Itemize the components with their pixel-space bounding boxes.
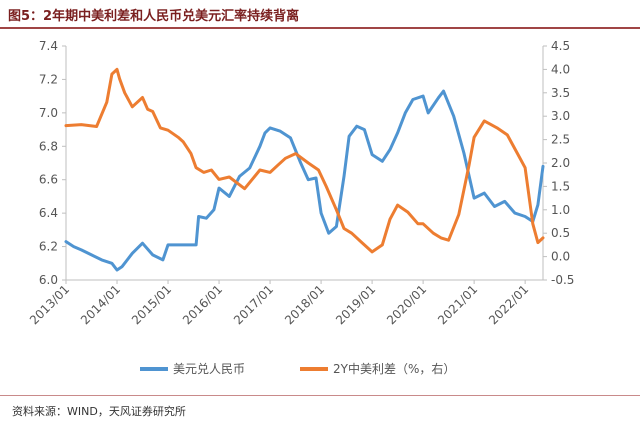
x-axis: 2013/01 2014/01 2015/01 2016/01 2017/01 2018/… [27, 280, 531, 327]
right-tick-label: 2.0 [551, 156, 570, 170]
right-tick-label: 4.5 [551, 39, 570, 53]
right-tick-label: 0.0 [551, 250, 570, 264]
chart-frame [65, 46, 544, 281]
right-tick-label: 1.0 [551, 203, 570, 217]
series-usdcny-line [64, 89, 545, 272]
right-tick-label: 1.5 [551, 179, 570, 193]
chart-title: 图5：2年期中美利差和人民币兑美元汇率持续背离 [8, 9, 300, 24]
left-tick-label: 6.6 [39, 173, 58, 187]
right-tick-label: -0.5 [551, 273, 574, 287]
right-tick-label: 3.5 [551, 86, 570, 100]
x-tick-label: 2017/01 [231, 282, 276, 327]
x-tick-label: 2019/01 [333, 282, 378, 327]
right-axis: -0.5 0.0 0.5 1.0 1.5 2.0 2.5 3.0 3.5 4.0 4.5 [543, 39, 574, 287]
title-divider [0, 27, 640, 29]
title-bar: 图5：2年期中美利差和人民币兑美元汇率持续背离 [0, 0, 640, 30]
x-tick-label: 2022/01 [486, 282, 531, 327]
x-tick-label: 2018/01 [282, 282, 327, 327]
x-tick-label: 2016/01 [180, 282, 225, 327]
source-divider [0, 395, 640, 396]
x-tick-label: 2020/01 [384, 282, 429, 327]
left-tick-label: 6.8 [39, 139, 58, 153]
left-tick-label: 6.4 [39, 206, 58, 220]
x-tick-label: 2013/01 [27, 282, 72, 327]
x-tick-label: 2014/01 [78, 282, 123, 327]
legend: 美元兑人民币 2Y中美利差（%，右） [140, 361, 455, 376]
series-spread-line [64, 67, 545, 254]
right-tick-label: 0.5 [551, 226, 570, 240]
legend-label-spread: 2Y中美利差（%，右） [333, 361, 455, 376]
series-lines [64, 67, 545, 272]
right-tick-label: 3.0 [551, 109, 570, 123]
source-note: 资料来源：WIND，天风证券研究所 [12, 405, 186, 418]
x-tick-label: 2015/01 [129, 282, 174, 327]
right-tick-label: 2.5 [551, 133, 570, 147]
right-tick-label: 4.0 [551, 62, 570, 76]
left-tick-label: 7.2 [39, 72, 58, 86]
x-tick-label: 2021/01 [435, 282, 480, 327]
left-tick-label: 6.2 [39, 240, 58, 254]
left-axis: 6.0 6.2 6.4 6.6 6.8 7.0 7.2 7.4 [39, 39, 66, 287]
legend-label-usdcny: 美元兑人民币 [173, 362, 245, 376]
left-tick-label: 6.0 [39, 273, 58, 287]
left-tick-label: 7.4 [39, 39, 58, 53]
left-tick-label: 7.0 [39, 106, 58, 120]
